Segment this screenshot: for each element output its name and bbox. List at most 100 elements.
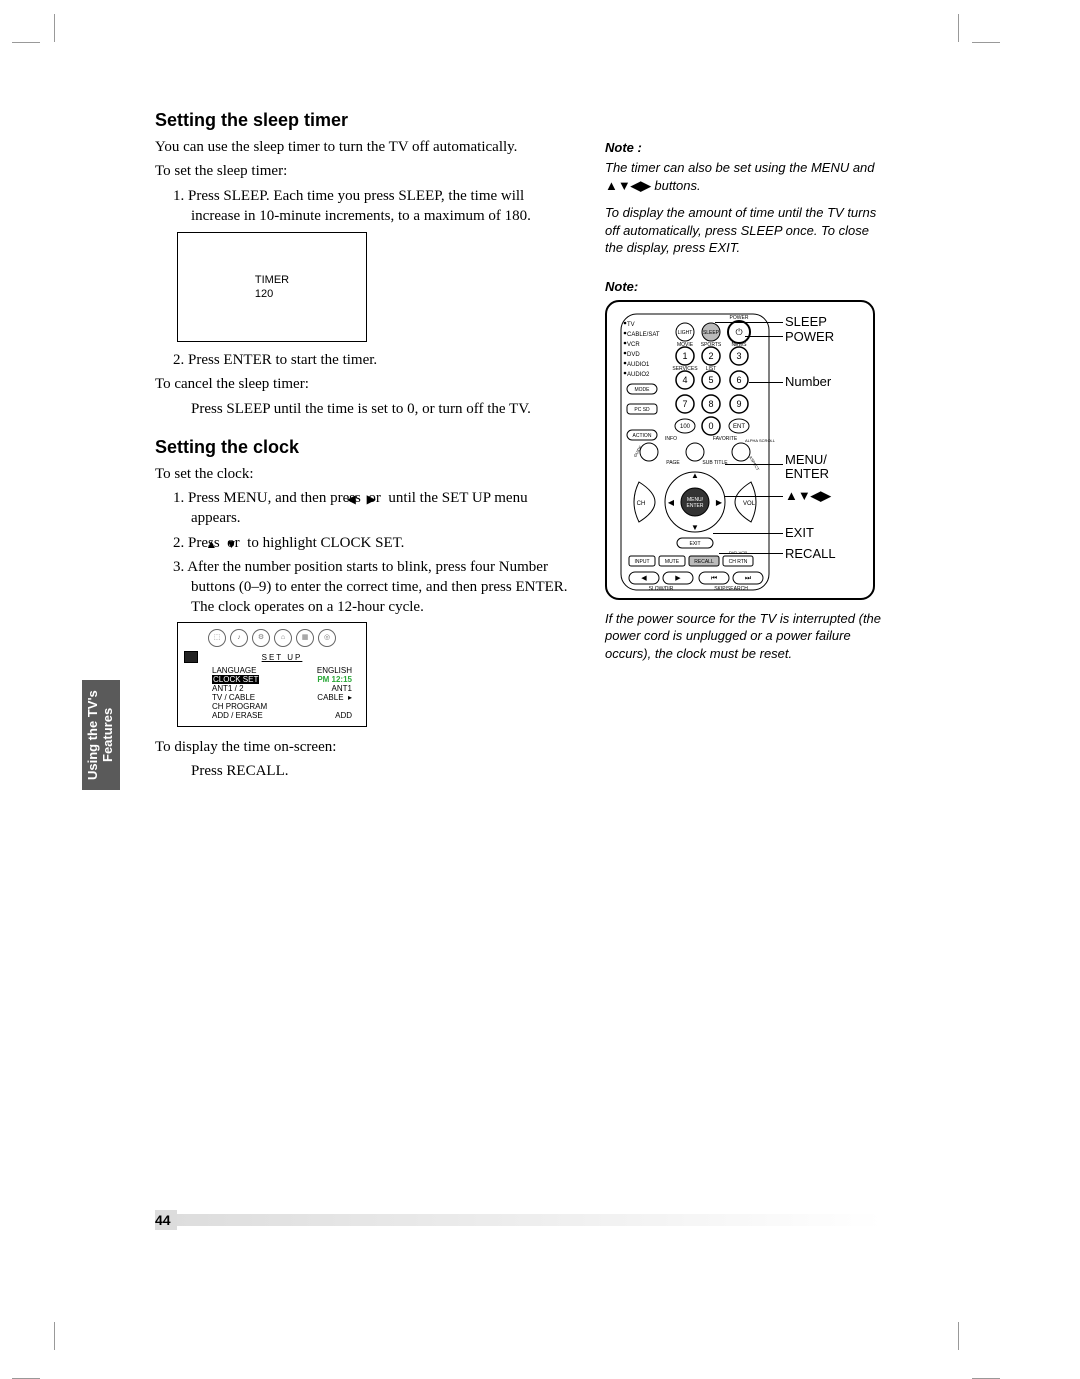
svg-text:1: 1 (682, 351, 687, 361)
menu-item: CH PROGRAM (212, 702, 267, 711)
svg-text:▶: ▶ (675, 575, 681, 582)
note-heading: Note : (605, 140, 885, 155)
callout-recall: RECALL (785, 546, 836, 561)
svg-text:PAGE: PAGE (666, 460, 680, 466)
svg-text:RECALL: RECALL (694, 559, 714, 565)
svg-text:5: 5 (708, 375, 713, 385)
section-tab: Using the TV's Features (82, 680, 120, 790)
svg-text:⏭: ⏭ (745, 575, 752, 582)
svg-text:2: 2 (708, 351, 713, 361)
menu-value: PM 12:15 (317, 675, 352, 684)
menu-value: CABLE (317, 693, 343, 702)
menu-item: ANT1 / 2 (212, 684, 244, 693)
note-text: The timer can also be set using the MENU… (605, 159, 885, 194)
step-num: 1. (173, 490, 184, 506)
subheading: To display the time on-screen: (155, 737, 575, 757)
menu-value: ANT1 (332, 684, 352, 693)
screen-line: TIMER (255, 273, 289, 287)
side-column: Note : The timer can also be set using t… (605, 110, 885, 785)
svg-text:0: 0 (708, 421, 713, 431)
svg-text:ALPHA SCROLL: ALPHA SCROLL (745, 438, 775, 443)
setup-menu-illustration: ⬚♪⚙⌂▦◎ SET UP LANGUAGEENGLISH CLOCK SETP… (177, 622, 367, 727)
svg-text:POWER: POWER (730, 315, 749, 321)
svg-text:SLEEP: SLEEP (703, 330, 720, 336)
menu-item: LANGUAGE (212, 666, 256, 675)
svg-text:SLOW/DIR: SLOW/DIR (649, 586, 674, 592)
remote-text: AUDIO2 (627, 372, 650, 378)
svg-text:◀: ◀ (668, 498, 675, 507)
svg-text:▲: ▲ (691, 471, 699, 480)
screen-line: 120 (255, 287, 289, 301)
svg-text:9: 9 (736, 399, 741, 409)
svg-text:6: 6 (736, 375, 741, 385)
callout-enter: ENTER (785, 466, 829, 481)
heading-sleep-timer: Setting the sleep timer (155, 110, 575, 131)
menu-item-highlighted: CLOCK SET (212, 675, 259, 684)
svg-text:MUTE: MUTE (665, 559, 680, 565)
heading-clock: Setting the clock (155, 437, 575, 458)
callout-menu: MENU/ (785, 452, 827, 467)
intro-text: You can use the sleep timer to turn the … (155, 137, 575, 157)
svg-text:INFO: INFO (665, 436, 677, 442)
callout-power: POWER (785, 329, 834, 344)
svg-text:INPUT: INPUT (635, 559, 650, 565)
svg-text:◀: ◀ (641, 575, 647, 582)
callout-number: Number (785, 374, 831, 389)
svg-text:ENTER: ENTER (687, 503, 704, 509)
remote-diagram: TV CABLE/SAT VCR DVD AUDIO1 AUDIO2 LIGHT… (605, 300, 875, 600)
page-number: 44 (155, 1210, 177, 1230)
callout-exit: EXIT (785, 525, 814, 540)
remote-text: AUDIO1 (627, 362, 650, 368)
svg-text:FAVORITE: FAVORITE (713, 436, 738, 442)
callout-arrows: ▲▼◀▶ (785, 488, 831, 504)
step-num: 3. (173, 559, 184, 575)
step-text: Press RECALL. (155, 761, 575, 781)
remote-svg: TV CABLE/SAT VCR DVD AUDIO1 AUDIO2 LIGHT… (615, 312, 775, 592)
svg-text:100: 100 (680, 424, 691, 430)
note-text: If the power source for the TV is interr… (605, 610, 885, 663)
step-text: Press SLEEP. Each time you press SLEEP, … (188, 188, 531, 224)
step-text: Press MENU, and then press (188, 490, 365, 506)
svg-text:VOL: VOL (743, 501, 756, 507)
svg-text:▼: ▼ (691, 523, 699, 532)
list-item: 3. After the number position starts to b… (173, 557, 575, 618)
timer-screen-illustration: TIMER 120 (177, 232, 367, 342)
menu-value: ENGLISH (317, 666, 352, 675)
list-item: 2. Press ENTER to start the timer. (173, 350, 575, 370)
step-num: 2. (173, 535, 184, 551)
svg-text:ACTION: ACTION (633, 433, 652, 439)
step-text: Press SLEEP until the time is set to 0, … (155, 399, 575, 419)
svg-text:EXIT: EXIT (689, 541, 700, 547)
svg-text:PC SD: PC SD (634, 407, 650, 413)
svg-text:SKIP/SEARCH: SKIP/SEARCH (714, 586, 748, 592)
list-item: 2. Press ▲ or ▼ to highlight CLOCK SET. (173, 533, 575, 553)
remote-text: TV (627, 322, 635, 328)
main-column: Setting the sleep timer You can use the … (155, 110, 575, 785)
remote-text: CABLE/SAT (627, 332, 660, 338)
list-item: 1. Press MENU, and then press ◀ or ▶ unt… (173, 488, 575, 529)
step-text: to highlight CLOCK SET. (243, 535, 404, 551)
svg-text:⏻: ⏻ (735, 327, 742, 337)
menu-value: ADD (335, 711, 352, 720)
svg-text:CH RTN: CH RTN (729, 559, 748, 565)
svg-text:3: 3 (736, 351, 741, 361)
remote-text: DVD (627, 352, 640, 358)
svg-text:7: 7 (682, 399, 687, 409)
svg-text:8: 8 (708, 399, 713, 409)
subheading: To set the sleep timer: (155, 161, 575, 181)
svg-text:SUB TITLE: SUB TITLE (702, 460, 728, 466)
subheading: To set the clock: (155, 464, 575, 484)
setup-icon-row: ⬚♪⚙⌂▦◎ (184, 629, 360, 647)
subheading: To cancel the sleep timer: (155, 374, 575, 394)
menu-item: ADD / ERASE (212, 711, 263, 720)
step-text: Press ENTER to start the timer. (188, 352, 377, 368)
svg-text:GUIDE: GUIDE (632, 444, 643, 458)
list-item: 1. Press SLEEP. Each time you press SLEE… (173, 186, 575, 227)
svg-text:4: 4 (682, 375, 687, 385)
note-text: To display the amount of time until the … (605, 204, 885, 257)
menu-item: TV / CABLE (212, 693, 255, 702)
step-text: After the number position starts to blin… (187, 559, 567, 616)
step-num: 2. (173, 352, 184, 368)
step-num: 1. (173, 188, 184, 204)
callout-sleep: SLEEP (785, 314, 827, 329)
